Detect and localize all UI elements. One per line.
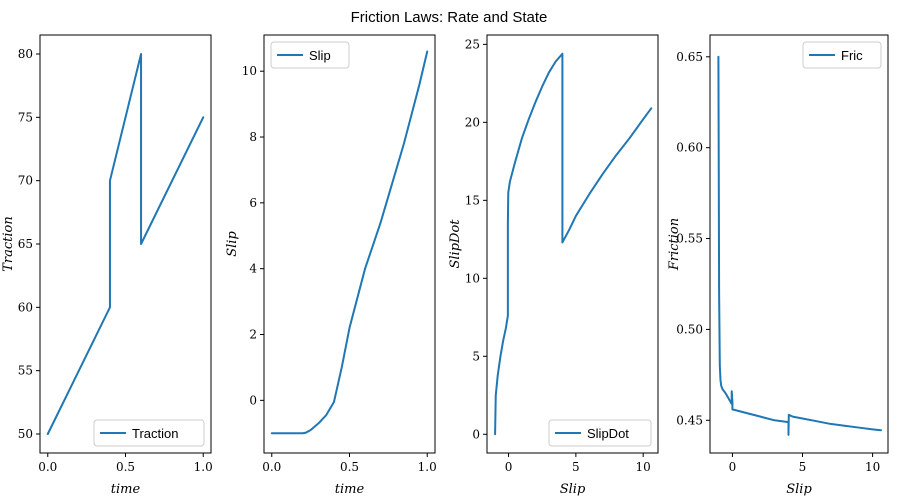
- legend-box: [802, 41, 882, 69]
- legend-label: Fric: [841, 48, 863, 63]
- x-tick-label: 0.5: [340, 460, 359, 474]
- y-tick-label: 15: [465, 193, 480, 207]
- y-tick-label: 0.45: [676, 413, 703, 427]
- legend: SlipDot: [548, 419, 652, 447]
- x-tick-label: 0: [729, 460, 737, 474]
- x-axis-label: Slip: [560, 482, 586, 497]
- y-tick-label: 8: [249, 130, 257, 144]
- panel-2: 0.0 0.5 1.0 0 2 4 6 8 10 time Slip Slip: [225, 34, 437, 497]
- y-tick-label: 10: [465, 271, 480, 285]
- legend-box: [93, 419, 205, 447]
- x-axis-label: time: [111, 482, 141, 497]
- x-tick-label: 0: [505, 460, 513, 474]
- x-tick-label: 1.0: [418, 460, 437, 474]
- x-tick-label: 0.0: [262, 460, 281, 474]
- y-tick-label: 70: [18, 174, 33, 188]
- y-tick-label: 50: [18, 427, 33, 441]
- y-tick-label: 55: [18, 364, 33, 378]
- y-tick-label: 75: [18, 110, 33, 124]
- figure-title: Friction Laws: Rate and State: [351, 9, 548, 26]
- y-axis-label: SlipDot: [448, 219, 463, 269]
- series-line-slipdot: [494, 52, 653, 436]
- y-tick-label: 0: [249, 393, 257, 407]
- y-tick-label: 0.60: [676, 141, 703, 155]
- y-tick-label: 60: [18, 300, 33, 314]
- y-axis-label: Traction: [1, 216, 16, 272]
- y-tick-label: 0.50: [676, 322, 703, 336]
- legend-label: SlipDot: [587, 426, 629, 441]
- y-tick-label: 20: [465, 115, 480, 129]
- legend-box: [548, 419, 652, 447]
- legend-box: [270, 41, 350, 69]
- x-tick-label: 0.5: [116, 460, 135, 474]
- x-tick-label: 10: [865, 460, 880, 474]
- y-tick-label: 2: [249, 328, 257, 342]
- y-axis-label: Friction: [667, 218, 682, 271]
- y-tick-label: 65: [18, 237, 33, 251]
- plot-frame: [486, 34, 659, 454]
- legend-label: Traction: [132, 426, 178, 441]
- series-line-traction: [46, 53, 205, 435]
- y-tick-label: 4: [249, 262, 257, 276]
- y-tick-label: 5: [472, 349, 480, 363]
- y-tick-label: 0: [472, 427, 480, 441]
- y-tick-label: 80: [18, 47, 33, 61]
- x-axis-label: Slip: [786, 482, 812, 497]
- x-tick-label: 5: [799, 460, 807, 474]
- legend: Slip: [270, 41, 350, 69]
- series-line-slip: [270, 50, 429, 435]
- series-line-fric: [717, 55, 882, 436]
- plot-frame: [709, 34, 889, 454]
- panel-3: 0 5 10 0 5 10 15 20 25 Slip SlipDot SlipDot: [448, 34, 659, 497]
- x-tick-label: 5: [572, 460, 580, 474]
- y-tick-label: 10: [242, 64, 257, 78]
- y-tick-label: 0.65: [676, 50, 703, 64]
- panel-4: 0 5 10 0.45 0.50 0.55 0.60 0.65 Slip Friction Fric: [667, 34, 889, 497]
- x-tick-label: 10: [636, 460, 651, 474]
- y-tick-label: 25: [465, 37, 480, 51]
- legend: Traction: [93, 419, 205, 447]
- panel-1: 0.0 0.5 1.0 50 55 60 65 70 75 80 time Traction Tract…: [1, 34, 213, 497]
- y-tick-label: 0.55: [676, 232, 703, 246]
- x-tick-label: 1.0: [194, 460, 213, 474]
- plot-frame: [263, 34, 436, 454]
- y-axis-label: Slip: [225, 231, 240, 257]
- legend: Fric: [802, 41, 882, 69]
- x-tick-label: 0.0: [38, 460, 57, 474]
- plot-frame: [39, 34, 212, 454]
- y-tick-label: 6: [249, 196, 257, 210]
- legend-label: Slip: [309, 48, 331, 63]
- x-axis-label: time: [335, 482, 365, 497]
